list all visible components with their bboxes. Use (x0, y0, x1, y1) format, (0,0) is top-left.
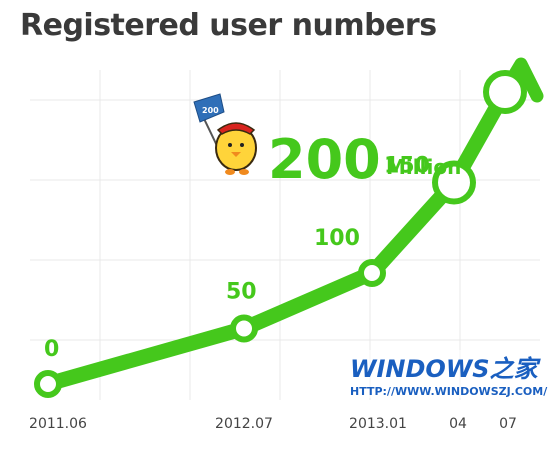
x-tick-label: 04 (449, 416, 467, 432)
x-tick-label: 2011.06 (29, 416, 87, 432)
callout-value: 200 (268, 128, 381, 191)
watermark-url: HTTP://WWW.WINDOWSZJ.COM/ (350, 385, 548, 398)
series-user-numbers (34, 57, 544, 398)
data-label-100: 100 (314, 226, 360, 251)
watermark: WINDOWS之家 HTTP://WWW.WINDOWSZJ.COM/ (346, 350, 550, 398)
callout-unit: Million (386, 155, 461, 179)
data-point-04 (432, 160, 476, 205)
data-point-07 (483, 70, 527, 114)
x-tick-label: 07 (499, 416, 517, 432)
data-labels: 0 50 100 150 (44, 154, 430, 363)
chick-mascot-icon: 200 (193, 93, 257, 175)
data-label-50: 50 (226, 280, 257, 305)
data-point-2013-01 (358, 259, 386, 287)
chart-title: Registered user numbers (20, 8, 437, 43)
data-point-2011-06 (34, 370, 62, 398)
data-point-2012-07 (230, 314, 258, 343)
data-label-0: 0 (44, 337, 59, 362)
watermark-brand: WINDOWS之家 (350, 355, 542, 383)
mascot-flag-text: 200 (202, 106, 219, 115)
data-label-150: 150 (384, 154, 430, 179)
x-tick-label: 2013.01 (349, 416, 407, 432)
x-axis-ticks: 2011.06 2012.07 2013.01 04 07 (29, 416, 517, 432)
x-tick-label: 2012.07 (215, 416, 273, 432)
